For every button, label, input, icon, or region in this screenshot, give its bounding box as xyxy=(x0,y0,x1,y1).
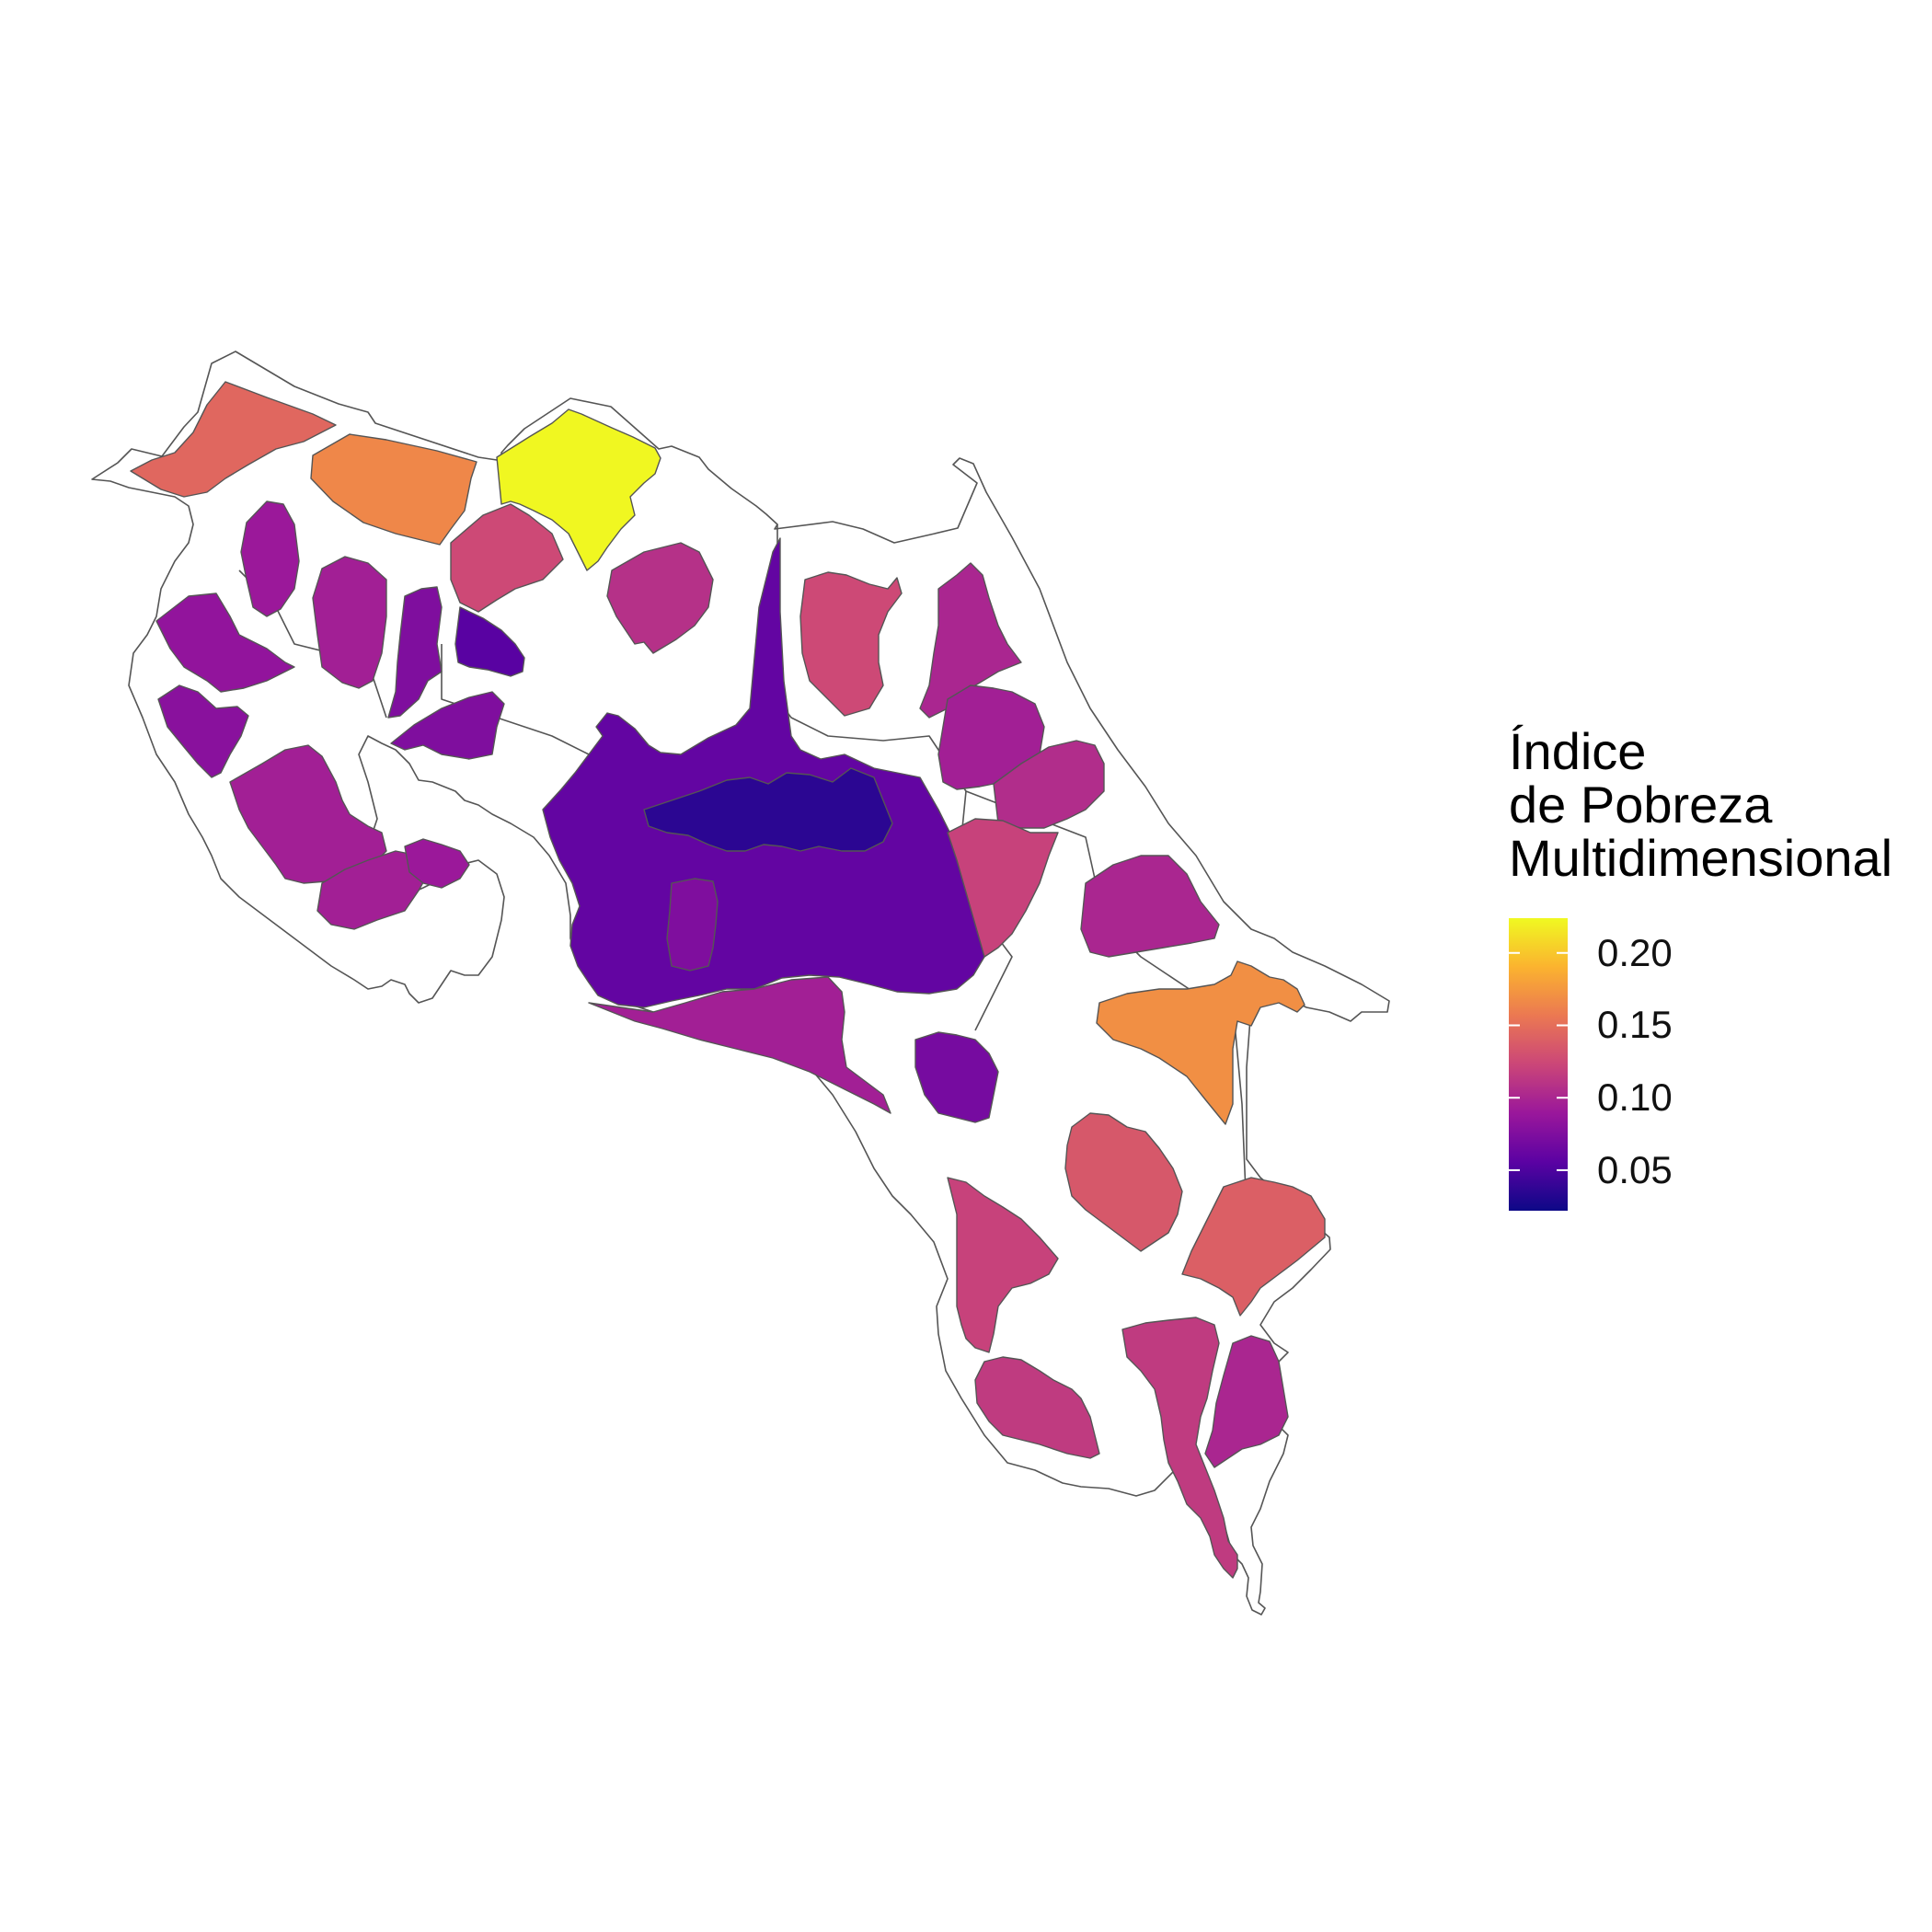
region-canas xyxy=(454,606,525,677)
colorbar-ticks xyxy=(1509,951,1568,1171)
colorbar-fill xyxy=(1509,918,1568,1211)
region-talamanca-south xyxy=(1181,1177,1326,1317)
region-liberia-w xyxy=(155,592,295,693)
region-guanacaste-1 xyxy=(240,500,300,617)
region-talamanca-north xyxy=(1096,960,1305,1125)
region-sarapiqui-north xyxy=(799,571,903,717)
region-abangares xyxy=(390,691,505,760)
region-nw-peninsula-top xyxy=(130,381,337,498)
legend: Índice de Pobreza Multidimensional 0.20 … xyxy=(1509,725,1892,1211)
region-central-south xyxy=(666,878,719,972)
tick-label-0.10: 0.10 xyxy=(1597,1075,1673,1120)
region-corredores xyxy=(1121,1317,1238,1579)
region-upala-north xyxy=(496,408,661,571)
tick-label-0.20: 0.20 xyxy=(1597,930,1673,974)
region-limon-central-3 xyxy=(947,818,1059,958)
province-boundary xyxy=(965,790,1248,1215)
region-guanacaste-2 xyxy=(312,556,387,689)
legend-title-line-2: de Pobreza xyxy=(1509,776,1773,834)
region-layer xyxy=(130,381,1326,1579)
region-nicoya-west xyxy=(157,684,249,778)
region-osa xyxy=(947,1177,1059,1353)
region-central-core xyxy=(643,767,893,852)
region-pacific-central xyxy=(588,976,891,1114)
region-puntarenas-gulf xyxy=(404,838,470,889)
legend-title-line-1: Índice xyxy=(1509,722,1647,780)
tick-label-0.05: 0.05 xyxy=(1597,1147,1673,1191)
tick-label-0.15: 0.15 xyxy=(1597,1003,1673,1047)
region-tilaran xyxy=(387,586,443,719)
legend-title-line-3: Multidimensional xyxy=(1509,829,1893,887)
legend-title: Índice de Pobreza Multidimensional xyxy=(1509,725,1892,885)
region-san-carlos-east xyxy=(606,542,714,654)
region-limon-central-4 xyxy=(1080,855,1220,958)
region-limon-north xyxy=(919,562,1022,719)
region-buenos-aires xyxy=(1064,1112,1183,1252)
region-coto-brus xyxy=(1204,1335,1289,1468)
region-north-south-1 xyxy=(450,503,564,613)
colorbar xyxy=(1509,918,1568,1211)
region-golfito xyxy=(974,1356,1100,1459)
region-perez-zeledon xyxy=(914,1031,999,1123)
region-nicoya-south xyxy=(316,850,431,930)
region-north-2 xyxy=(310,433,477,546)
